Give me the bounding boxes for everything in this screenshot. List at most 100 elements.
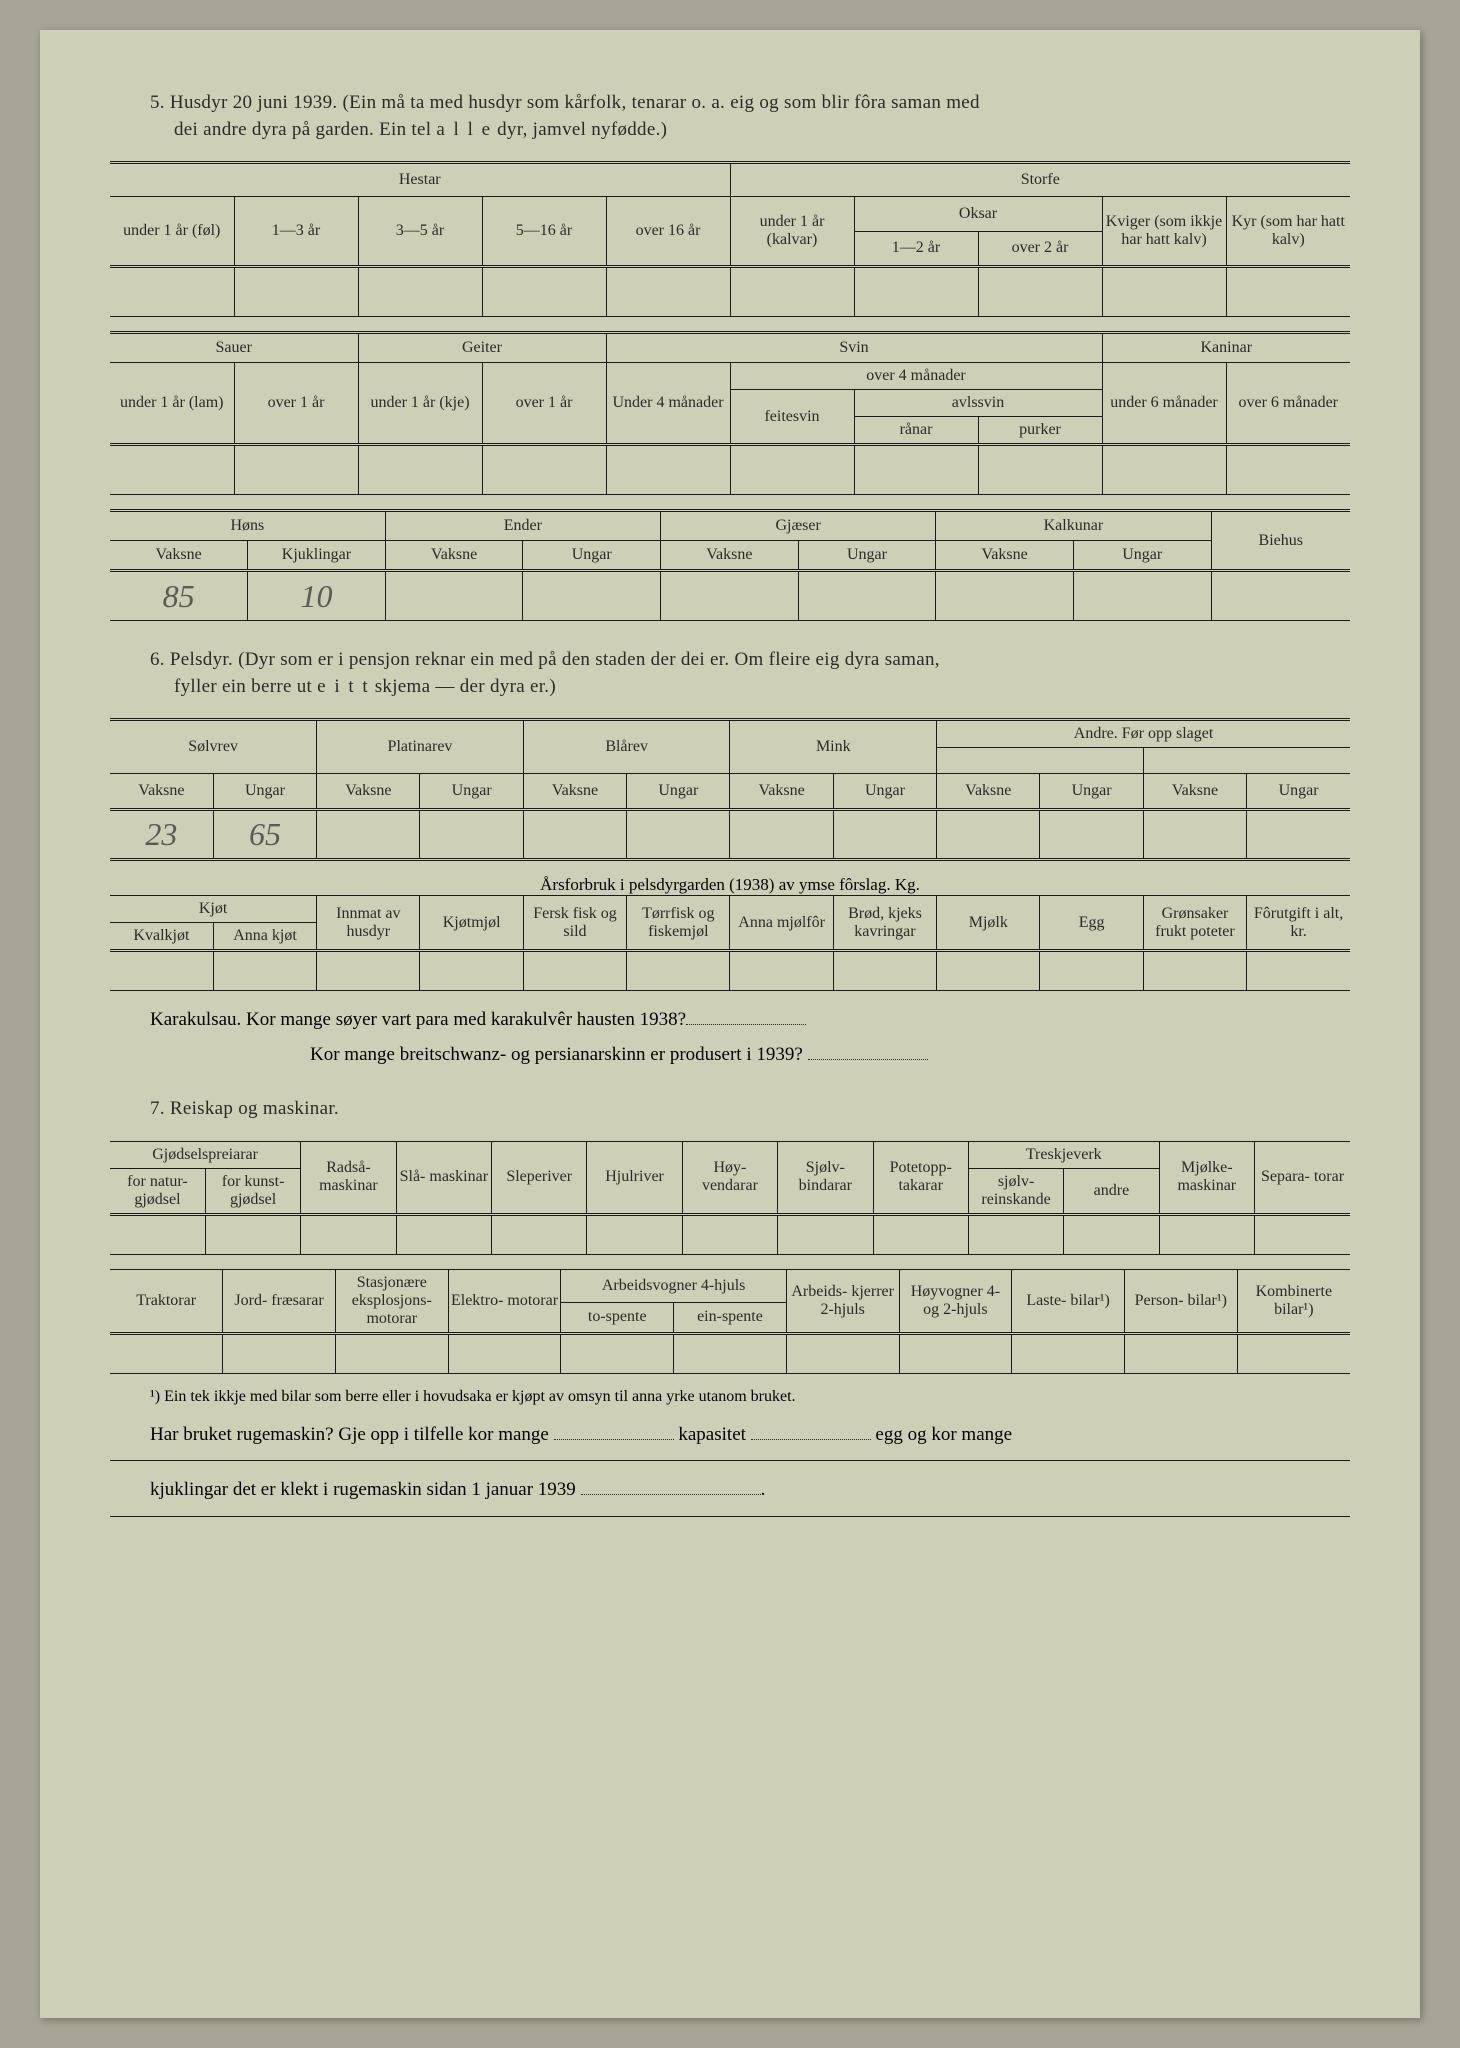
hdr-kalkunar: Kalkunar xyxy=(936,511,1211,541)
section-6-text-a: Pelsdyr. (Dyr som er i pensjon reknar ei… xyxy=(170,649,940,670)
cell xyxy=(730,810,833,860)
col-under1-lam: under 1 år (lam) xyxy=(110,363,234,445)
col-v4: Vaksne xyxy=(730,774,833,810)
cell xyxy=(978,445,1102,495)
q1b: kapasitet xyxy=(674,1424,751,1445)
cell xyxy=(1255,1214,1351,1254)
col-v5: Vaksne xyxy=(937,774,1040,810)
col-v2: Vaksne xyxy=(317,774,420,810)
cell xyxy=(1073,571,1211,621)
cell xyxy=(523,810,626,860)
cell xyxy=(205,1214,300,1254)
col-mjolke: Mjølke- maskinar xyxy=(1159,1141,1254,1214)
cell xyxy=(223,1333,336,1373)
hdr-ender: Ender xyxy=(385,511,660,541)
col-over4m: over 4 månader xyxy=(730,363,1102,390)
cell xyxy=(482,445,606,495)
section-6-text-b: fyller ein berre ut xyxy=(150,676,317,697)
col-oksar: Oksar xyxy=(854,197,1102,231)
col-tospente: to-spente xyxy=(561,1302,674,1333)
cell xyxy=(606,267,730,317)
col-mjolk: Mjølk xyxy=(937,896,1040,951)
col-innmat: Innmat av husdyr xyxy=(317,896,420,951)
hdr-solvrev: Sølvrev xyxy=(110,720,317,774)
hdr-treskje: Treskjeverk xyxy=(968,1141,1159,1168)
cell xyxy=(1226,445,1350,495)
cell xyxy=(1247,951,1350,991)
hdr-hestar: Hestar xyxy=(110,163,730,197)
col-hoy: Høy- vendarar xyxy=(682,1141,777,1214)
cell xyxy=(730,951,833,991)
cell xyxy=(1064,1214,1159,1254)
col-1-3: 1—3 år xyxy=(234,197,358,267)
col-torrfisk: Tørrfisk og fiskemjøl xyxy=(627,896,730,951)
hdr-blarev: Blårev xyxy=(523,720,730,774)
cell xyxy=(606,445,730,495)
col-kjuklingar: Kjuklingar xyxy=(248,541,386,571)
table-forbruk: Kjøt Innmat av husdyr Kjøtmjøl Fersk fis… xyxy=(110,895,1350,991)
col-3-5: 3—5 år xyxy=(358,197,482,267)
question-rugemaskin-2: kjuklingar det er klekt i rugemaskin sid… xyxy=(110,1475,1350,1516)
blank-line xyxy=(751,1426,871,1440)
col-5-16: 5—16 år xyxy=(482,197,606,267)
cell xyxy=(358,267,482,317)
col-ungar1: Ungar xyxy=(523,541,661,571)
col-sleperiver: Sleperiver xyxy=(492,1141,587,1214)
section-7-heading: 7. Reiskap og maskinar. xyxy=(110,1096,1350,1123)
col-kvalkjot: Kvalkjøt xyxy=(110,923,213,951)
col-u4: Ungar xyxy=(833,774,936,810)
cell xyxy=(317,951,420,991)
col-kjotmjol: Kjøtmjøl xyxy=(420,896,523,951)
col-ferskfisk: Fersk fisk og sild xyxy=(523,896,626,951)
col-under1-kje: under 1 år (kje) xyxy=(358,363,482,445)
cell xyxy=(1124,1333,1237,1373)
section-6-heading: 6. Pelsdyr. (Dyr som er i pensjon reknar… xyxy=(110,647,1350,700)
col-under6m: under 6 månader xyxy=(1102,363,1226,445)
cell xyxy=(937,951,1040,991)
hdr-sauer: Sauer xyxy=(110,333,358,363)
col-separa: Separa- torar xyxy=(1255,1141,1351,1214)
col-brod: Brød, kjeks kavringar xyxy=(833,896,936,951)
col-annamjol: Anna mjølfôr xyxy=(730,896,833,951)
col-stasjon: Stasjonære eksplosjons- motorar xyxy=(335,1269,448,1333)
cell xyxy=(730,267,854,317)
hdr-gjaeser: Gjæser xyxy=(661,511,936,541)
hdr-kjot: Kjøt xyxy=(110,896,317,923)
q2a: kjuklingar det er klekt i rugemaskin sid… xyxy=(150,1479,581,1500)
cell xyxy=(420,951,523,991)
col-vaksne1: Vaksne xyxy=(110,541,248,571)
cell xyxy=(482,267,606,317)
col-ranar: rånar xyxy=(854,417,978,445)
col-natur: for natur- gjødsel xyxy=(110,1168,205,1214)
cell xyxy=(396,1214,491,1254)
cell-hons-vaksne: 85 xyxy=(110,571,248,621)
col-v1: Vaksne xyxy=(110,774,213,810)
cell xyxy=(110,445,234,495)
cell xyxy=(1211,571,1350,621)
cell xyxy=(833,810,936,860)
cell-hons-kjuklingar: 10 xyxy=(248,571,386,621)
cell xyxy=(523,951,626,991)
cell xyxy=(833,951,936,991)
col-elektro: Elektro- motorar xyxy=(448,1269,561,1333)
col-potet: Potetopp- takarar xyxy=(873,1141,968,1214)
cell xyxy=(899,1333,1012,1373)
cell xyxy=(1012,1333,1125,1373)
cell xyxy=(301,1214,396,1254)
cell xyxy=(492,1214,587,1254)
cell xyxy=(1102,445,1226,495)
karakul-q1-text: Karakulsau. Kor mange søyer vart para me… xyxy=(150,1009,686,1030)
col-under4m: Under 4 månader xyxy=(606,363,730,445)
cell xyxy=(682,1214,777,1254)
cell xyxy=(335,1333,448,1373)
karakul-q2: Kor mange breitschwanz- og persianarskin… xyxy=(110,1040,1350,1070)
col-hjulriver: Hjulriver xyxy=(587,1141,682,1214)
cell xyxy=(234,445,358,495)
cell xyxy=(587,1214,682,1254)
table-reiskap-a: Gjødselspreiarar Radså- maskinar Slå- ma… xyxy=(110,1141,1350,1255)
karakul-q1: Karakulsau. Kor mange søyer vart para me… xyxy=(110,1005,1350,1035)
blank-line xyxy=(808,1046,928,1060)
cell xyxy=(730,445,854,495)
cell xyxy=(1143,748,1350,774)
cell xyxy=(1159,1214,1254,1254)
